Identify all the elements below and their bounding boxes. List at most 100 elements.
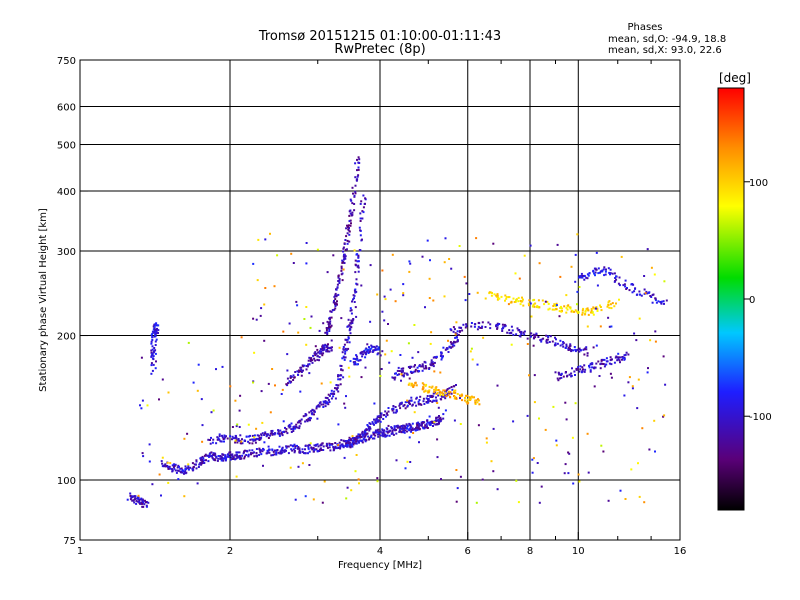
echo-point xyxy=(264,432,266,435)
echo-point xyxy=(574,350,577,353)
echo-point xyxy=(253,451,255,454)
echo-point xyxy=(150,340,153,343)
echo-point xyxy=(238,426,241,428)
echo-point xyxy=(426,395,429,397)
echo-point xyxy=(324,400,327,403)
echo-point xyxy=(362,211,365,214)
echo-point xyxy=(362,206,365,209)
echo-point xyxy=(289,376,292,379)
echo-point xyxy=(313,444,316,447)
echo-point xyxy=(425,423,428,426)
echo-point xyxy=(421,369,424,372)
echo-point xyxy=(462,323,465,326)
echo-point xyxy=(508,332,511,335)
echo-point xyxy=(387,424,390,427)
echo-point xyxy=(603,365,606,368)
echo-point xyxy=(354,176,357,179)
echo-point xyxy=(350,199,353,202)
echo-point xyxy=(578,347,581,350)
echo-point xyxy=(357,433,360,436)
echo-point xyxy=(321,344,324,347)
echo-point xyxy=(343,356,346,359)
echo-point xyxy=(312,354,315,357)
echo-point xyxy=(495,323,498,326)
echo-point xyxy=(281,451,284,454)
echo-point xyxy=(309,360,312,363)
echo-point xyxy=(614,277,617,279)
echo-point xyxy=(495,325,498,328)
echo-point xyxy=(395,408,398,411)
echo-point xyxy=(322,445,325,448)
echo-point xyxy=(263,434,266,436)
echo-point xyxy=(450,267,453,270)
echo-point xyxy=(574,309,577,312)
echo-point xyxy=(296,426,299,429)
echo-point xyxy=(341,351,344,354)
echo-point xyxy=(301,451,304,454)
echo-point xyxy=(326,333,329,335)
echo-point xyxy=(344,406,347,409)
echo-point xyxy=(148,460,151,463)
echo-point xyxy=(186,432,189,435)
echo-point xyxy=(153,335,156,338)
echo-point xyxy=(595,251,598,254)
echo-point xyxy=(209,455,212,458)
echo-point xyxy=(307,444,310,447)
echo-point xyxy=(202,457,205,460)
echo-point xyxy=(334,294,337,297)
echo-point xyxy=(599,270,602,273)
echo-point xyxy=(406,430,408,433)
echo-point xyxy=(414,368,417,371)
echo-point xyxy=(410,396,413,399)
echo-point xyxy=(328,394,331,397)
echo-point xyxy=(409,370,412,373)
echo-point xyxy=(327,323,330,326)
echo-point xyxy=(358,441,360,444)
echo-point xyxy=(235,475,238,478)
echo-point xyxy=(315,407,318,410)
echo-point xyxy=(359,217,362,220)
echo-point xyxy=(349,327,351,330)
echo-point xyxy=(507,303,510,306)
echo-point xyxy=(660,300,663,303)
echo-point xyxy=(594,366,597,369)
echo-point xyxy=(455,333,458,335)
echo-point xyxy=(567,451,570,454)
echo-point xyxy=(231,453,234,456)
echo-point xyxy=(548,341,551,343)
echo-point xyxy=(402,427,405,430)
echo-point xyxy=(432,392,435,395)
echo-point xyxy=(576,310,579,313)
echo-point xyxy=(300,374,303,377)
echo-point xyxy=(241,454,244,457)
echo-point xyxy=(645,290,648,293)
echo-point xyxy=(187,465,190,468)
colorbar-label: [deg] xyxy=(719,71,751,85)
echo-point xyxy=(333,295,336,298)
echo-point xyxy=(285,445,288,448)
echo-point xyxy=(408,436,411,439)
echo-point xyxy=(300,368,303,371)
echo-point xyxy=(415,397,418,400)
echo-point xyxy=(637,378,640,381)
echo-point xyxy=(191,467,194,470)
echo-point xyxy=(301,462,304,465)
echo-point xyxy=(345,442,348,445)
echo-point xyxy=(180,471,182,474)
echo-point xyxy=(413,428,416,431)
echo-point xyxy=(406,460,409,463)
echo-point xyxy=(496,488,499,491)
echo-point xyxy=(137,494,140,497)
echo-point xyxy=(342,255,345,258)
echo-point xyxy=(297,373,300,376)
x-tick-label: 10 xyxy=(572,546,585,557)
echo-point xyxy=(305,343,308,346)
echo-point xyxy=(331,346,333,349)
echo-point xyxy=(324,405,327,408)
echo-point xyxy=(585,348,588,351)
echo-point xyxy=(154,334,157,337)
echo-point xyxy=(418,427,421,430)
echo-point xyxy=(611,302,614,305)
echo-point xyxy=(337,390,340,393)
echo-point xyxy=(392,411,395,414)
